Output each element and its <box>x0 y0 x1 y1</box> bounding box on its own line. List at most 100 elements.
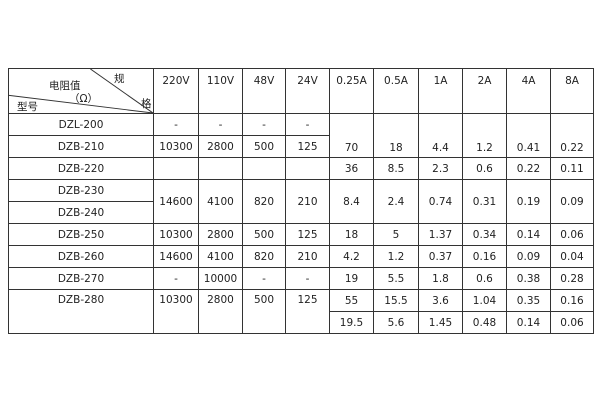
table-row: DZB-230 14600 4100 820 210 8.4 2.4 0.74 0.31 0.19… <box>8 179 594 224</box>
current-resistance-cell: 1.2 <box>462 113 507 158</box>
current-resistance-cell: 18 <box>329 223 374 246</box>
current-resistance-cell: 1.04 <box>462 289 507 312</box>
voltage-resistance-cell: - <box>198 113 243 136</box>
voltage-resistance-cell: 500 <box>242 223 286 246</box>
header-row: 规 格 电阻值 （Ω） 型号 220V 110V 48V 24V 0.25A 0.5A 1A… <box>8 68 594 114</box>
voltage-resistance-cell: 14600 <box>153 245 199 268</box>
current-resistance-cell: 0.06 <box>550 311 594 334</box>
voltage-resistance-cell: 2800 <box>198 223 243 246</box>
voltage-resistance-cell <box>153 157 199 180</box>
voltage-resistance-cell: - <box>153 267 199 290</box>
resistance-label: 电阻值 <box>49 80 81 92</box>
current-resistance-cell: 19 <box>329 267 374 290</box>
voltage-resistance-cell: 4100 <box>198 179 243 224</box>
voltage-resistance-cell: 10300 <box>153 289 199 334</box>
column-header: 8A <box>550 68 594 114</box>
current-resistance-cell: 0.09 <box>506 245 551 268</box>
resistance-spec-table: 规 格 电阻值 （Ω） 型号 220V 110V 48V 24V 0.25A 0.5A 1A… <box>8 68 594 334</box>
voltage-resistance-cell <box>285 157 330 180</box>
current-resistance-cell: 8.5 <box>373 157 419 180</box>
current-resistance-cell: 0.37 <box>418 245 463 268</box>
voltage-resistance-cell: 2800 <box>198 289 243 334</box>
voltage-resistance-cell: 10000 <box>198 267 243 290</box>
current-resistance-cell: 0.22 <box>550 113 594 158</box>
current-resistance-cell: 2.4 <box>373 179 419 224</box>
voltage-resistance-cell: 210 <box>285 179 330 224</box>
current-resistance-cell: 55 <box>329 289 374 312</box>
model-cell: DZB-270 <box>8 267 154 290</box>
column-header: 48V <box>242 68 286 114</box>
voltage-resistance-cell <box>242 157 286 180</box>
column-header: 24V <box>285 68 330 114</box>
column-header: 1A <box>418 68 463 114</box>
table-row: DZB-280 10300 2800 500 125 55 15.5 3.6 1.04 0.35 0… <box>8 289 594 334</box>
diagonal-lines <box>9 69 153 113</box>
model-label: 型号 <box>17 101 38 113</box>
current-resistance-cell: 0.06 <box>550 223 594 246</box>
column-header: 4A <box>506 68 551 114</box>
model-cell: DZB-250 <box>8 223 154 246</box>
current-resistance-cell: 0.16 <box>550 289 594 312</box>
current-resistance-cell: 0.16 <box>462 245 507 268</box>
column-header: 220V <box>153 68 199 114</box>
voltage-resistance-cell: 10300 <box>153 223 199 246</box>
current-resistance-cell: 5 <box>373 223 419 246</box>
current-resistance-cell: 0.6 <box>462 157 507 180</box>
table-row: DZB-270-10000- -19 5.5 1.8 0.6 0.38 0.28 <box>8 267 594 290</box>
voltage-resistance-cell: 500 <box>242 135 286 158</box>
table-row: DZB-250 10300 2800 500 125 18 5 1.37 0.34 0.14 0.0… <box>8 223 594 246</box>
current-resistance-cell: 5.5 <box>373 267 419 290</box>
table-row: DZL-200- - - -70 18 4.4 1.2 0.41 0.22 <box>8 113 594 158</box>
current-resistance-cell: 4.2 <box>329 245 374 268</box>
current-resistance-cell: 4.4 <box>418 113 463 158</box>
voltage-resistance-cell: - <box>153 113 199 136</box>
current-resistance-cell: 15.5 <box>373 289 419 312</box>
spec-label-1: 规 <box>114 73 125 85</box>
voltage-resistance-cell <box>198 157 243 180</box>
voltage-resistance-cell: 10300 <box>153 135 199 158</box>
current-resistance-cell: 0.41 <box>506 113 551 158</box>
table-row: DZB-240 <box>8 201 594 224</box>
current-resistance-cell: 0.14 <box>506 311 551 334</box>
model-cell: DZL-200 <box>8 113 154 136</box>
current-resistance-cell: 0.38 <box>506 267 551 290</box>
current-resistance-cell: 2.3 <box>418 157 463 180</box>
model-cell: DZB-260 <box>8 245 154 268</box>
current-resistance-cell: 0.19 <box>506 179 551 224</box>
voltage-resistance-cell: - <box>285 267 330 290</box>
current-resistance-cell: 19.5 <box>329 311 374 334</box>
current-resistance-cell: 0.35 <box>506 289 551 312</box>
current-resistance-cell: 70 <box>329 113 374 158</box>
current-resistance-cell: 0.6 <box>462 267 507 290</box>
column-header: 0.5A <box>373 68 419 114</box>
column-header: 110V <box>198 68 243 114</box>
voltage-resistance-cell: 125 <box>285 135 330 158</box>
model-cell: DZB-240 <box>8 201 154 224</box>
model-cell: DZB-230 <box>8 179 154 202</box>
current-resistance-cell: 0.48 <box>462 311 507 334</box>
voltage-resistance-cell: 14600 <box>153 179 199 224</box>
table-row: DZB-260 14600 4100 820 210 4.2 1.2 0.37 0.16 0.09… <box>8 245 594 268</box>
voltage-resistance-cell: 125 <box>285 223 330 246</box>
column-header: 2A <box>462 68 507 114</box>
model-cell: DZB-280 <box>8 289 154 334</box>
spec-label-2: 格 <box>141 98 152 110</box>
corner-header-cell: 规 格 电阻值 （Ω） 型号 <box>8 68 154 114</box>
voltage-resistance-cell: 4100 <box>198 245 243 268</box>
current-resistance-cell: 0.28 <box>550 267 594 290</box>
current-resistance-cell: 5.6 <box>373 311 419 334</box>
voltage-resistance-cell: - <box>285 113 330 136</box>
table-row: DZB-220 36 8.5 2.3 0.6 0.22 0.11 <box>8 157 594 180</box>
voltage-resistance-cell: - <box>242 267 286 290</box>
column-header: 0.25A <box>329 68 374 114</box>
voltage-resistance-cell: - <box>242 113 286 136</box>
voltage-resistance-cell: 820 <box>242 179 286 224</box>
table-row: 19.5 5.6 1.45 0.48 0.14 0.06 <box>9 311 594 334</box>
current-resistance-cell: 1.37 <box>418 223 463 246</box>
current-resistance-cell: 0.22 <box>506 157 551 180</box>
current-resistance-cell: 0.34 <box>462 223 507 246</box>
current-resistance-cell: 1.2 <box>373 245 419 268</box>
voltage-resistance-cell: 210 <box>285 245 330 268</box>
current-resistance-cell: 0.04 <box>550 245 594 268</box>
voltage-resistance-cell: 2800 <box>198 135 243 158</box>
